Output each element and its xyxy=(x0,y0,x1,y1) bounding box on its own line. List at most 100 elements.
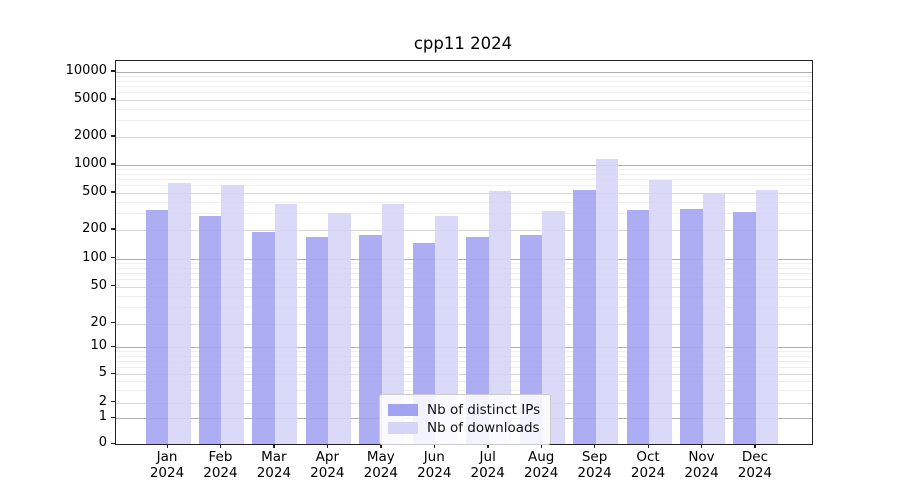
bar-distinct-ips xyxy=(573,190,596,444)
bar-downloads xyxy=(435,215,458,444)
gridline-minor xyxy=(116,201,812,203)
y-axis-tick-mark xyxy=(111,401,115,403)
legend-label: Nb of downloads xyxy=(427,420,540,436)
bar-distinct-ips xyxy=(305,236,329,444)
x-axis-tick-label: Jul 2024 xyxy=(458,449,518,481)
x-label-year: 2024 xyxy=(577,465,612,481)
gridline-minor xyxy=(116,351,812,353)
gridline-minor xyxy=(116,360,812,362)
gridline-minor xyxy=(116,355,812,357)
x-label-month: Sep xyxy=(581,449,608,465)
x-label-year: 2024 xyxy=(203,465,238,481)
y-axis-tick-label: 5000 xyxy=(73,90,107,106)
x-label-year: 2024 xyxy=(470,465,505,481)
bar-downloads xyxy=(755,190,779,444)
bar-downloads xyxy=(168,182,191,444)
bar-downloads xyxy=(328,213,351,444)
legend-swatch xyxy=(388,422,418,434)
x-label-month: Feb xyxy=(208,449,233,465)
legend-label: Nb of distinct IPs xyxy=(427,402,541,418)
x-axis-tick-label: Oct 2024 xyxy=(618,449,678,481)
bar-distinct-ips xyxy=(412,243,436,444)
y-axis-tick-mark xyxy=(111,163,115,165)
gridline-minor xyxy=(116,108,812,110)
gridline-decade xyxy=(116,71,812,73)
x-label-year: 2024 xyxy=(737,465,773,481)
x-axis-tick-label: Dec 2024 xyxy=(725,449,785,481)
x-label-month: Oct xyxy=(636,449,660,465)
x-label-year: 2024 xyxy=(256,465,292,481)
bar-distinct-ips xyxy=(252,231,275,444)
bar-downloads xyxy=(274,204,298,444)
bar-downloads xyxy=(702,193,725,444)
x-axis-tick-mark xyxy=(754,444,756,448)
bar-distinct-ips xyxy=(680,208,703,444)
y-axis-tick-mark xyxy=(111,257,115,259)
y-axis-tick-label: 2 xyxy=(98,393,107,409)
x-axis-tick-label: Aug 2024 xyxy=(511,449,571,481)
y-axis-tick-mark xyxy=(111,191,115,193)
gridline-minor xyxy=(116,75,812,77)
gridline-major xyxy=(116,136,812,138)
bar-downloads xyxy=(221,184,244,444)
y-axis-tick-mark xyxy=(111,322,115,324)
x-axis-tick-label: Sep 2024 xyxy=(565,449,625,481)
bar-distinct-ips xyxy=(733,212,756,444)
bar-distinct-ips xyxy=(198,215,222,444)
x-axis-tick-mark xyxy=(701,444,703,448)
y-axis-tick-label: 200 xyxy=(82,220,107,236)
y-axis-tick-mark xyxy=(111,228,115,230)
x-label-year: 2024 xyxy=(523,465,559,481)
x-axis-tick-mark xyxy=(380,444,382,448)
gridline-minor xyxy=(116,307,812,309)
x-axis-tick-mark xyxy=(273,444,275,448)
bar-downloads xyxy=(542,210,565,444)
x-axis-tick-label: Apr 2024 xyxy=(297,449,357,481)
y-axis-tick-label: 1 xyxy=(98,409,107,424)
y-axis-tick-label: 10 xyxy=(90,338,107,353)
y-axis-tick-label: 20 xyxy=(90,314,107,330)
y-axis-tick-mark xyxy=(111,98,115,100)
gridline-major xyxy=(116,286,812,288)
x-label-month: Apr xyxy=(315,449,340,465)
gridline-minor xyxy=(116,173,812,175)
legend: Nb of distinct IPs Nb of downloads xyxy=(379,394,552,445)
bar-distinct-ips xyxy=(466,236,489,444)
bar-distinct-ips xyxy=(359,235,382,444)
x-label-month: Aug xyxy=(527,449,555,465)
x-axis-tick-label: Feb 2024 xyxy=(190,449,250,481)
bar-distinct-ips xyxy=(519,235,543,444)
gridline-minor xyxy=(116,262,812,264)
gridline-major xyxy=(116,374,812,375)
gridline-minor xyxy=(116,366,812,368)
x-axis-tick-mark xyxy=(594,444,596,448)
y-axis-tick-label: 10000 xyxy=(65,62,107,78)
legend-swatch xyxy=(388,404,418,416)
x-label-month: Mar xyxy=(261,449,287,465)
x-axis-tick-mark xyxy=(433,444,436,448)
bar-distinct-ips xyxy=(626,210,650,444)
y-axis-tick-label: 2000 xyxy=(73,127,107,143)
bar-downloads xyxy=(595,159,619,444)
y-axis-tick-mark xyxy=(111,372,115,374)
y-axis-tick-label: 50 xyxy=(90,277,107,293)
gridline-minor xyxy=(116,92,812,94)
gridline-decade xyxy=(116,258,812,260)
y-axis-tick-label: 100 xyxy=(82,249,107,265)
y-axis-tick-mark xyxy=(111,442,115,444)
x-axis-tick-label: Nov 2024 xyxy=(672,449,732,481)
gridline-minor xyxy=(116,185,812,187)
x-label-year: 2024 xyxy=(630,465,666,481)
x-label-month: Jul xyxy=(479,449,496,465)
gridline-minor xyxy=(116,389,812,391)
legend-item: Nb of distinct IPs xyxy=(388,402,540,418)
plot-area: Nb of distinct IPs Nb of downloads xyxy=(115,60,813,445)
x-axis-tick-mark xyxy=(166,444,168,448)
x-axis-tick-label: Jan 2024 xyxy=(137,449,197,481)
x-axis-tick-mark xyxy=(487,444,489,448)
gridline-minor xyxy=(116,86,812,88)
y-axis-tick-label: 500 xyxy=(82,183,107,199)
x-label-year: 2024 xyxy=(417,465,452,481)
x-axis-tick-label: May 2024 xyxy=(351,449,411,481)
x-axis-tick-mark xyxy=(326,444,329,448)
